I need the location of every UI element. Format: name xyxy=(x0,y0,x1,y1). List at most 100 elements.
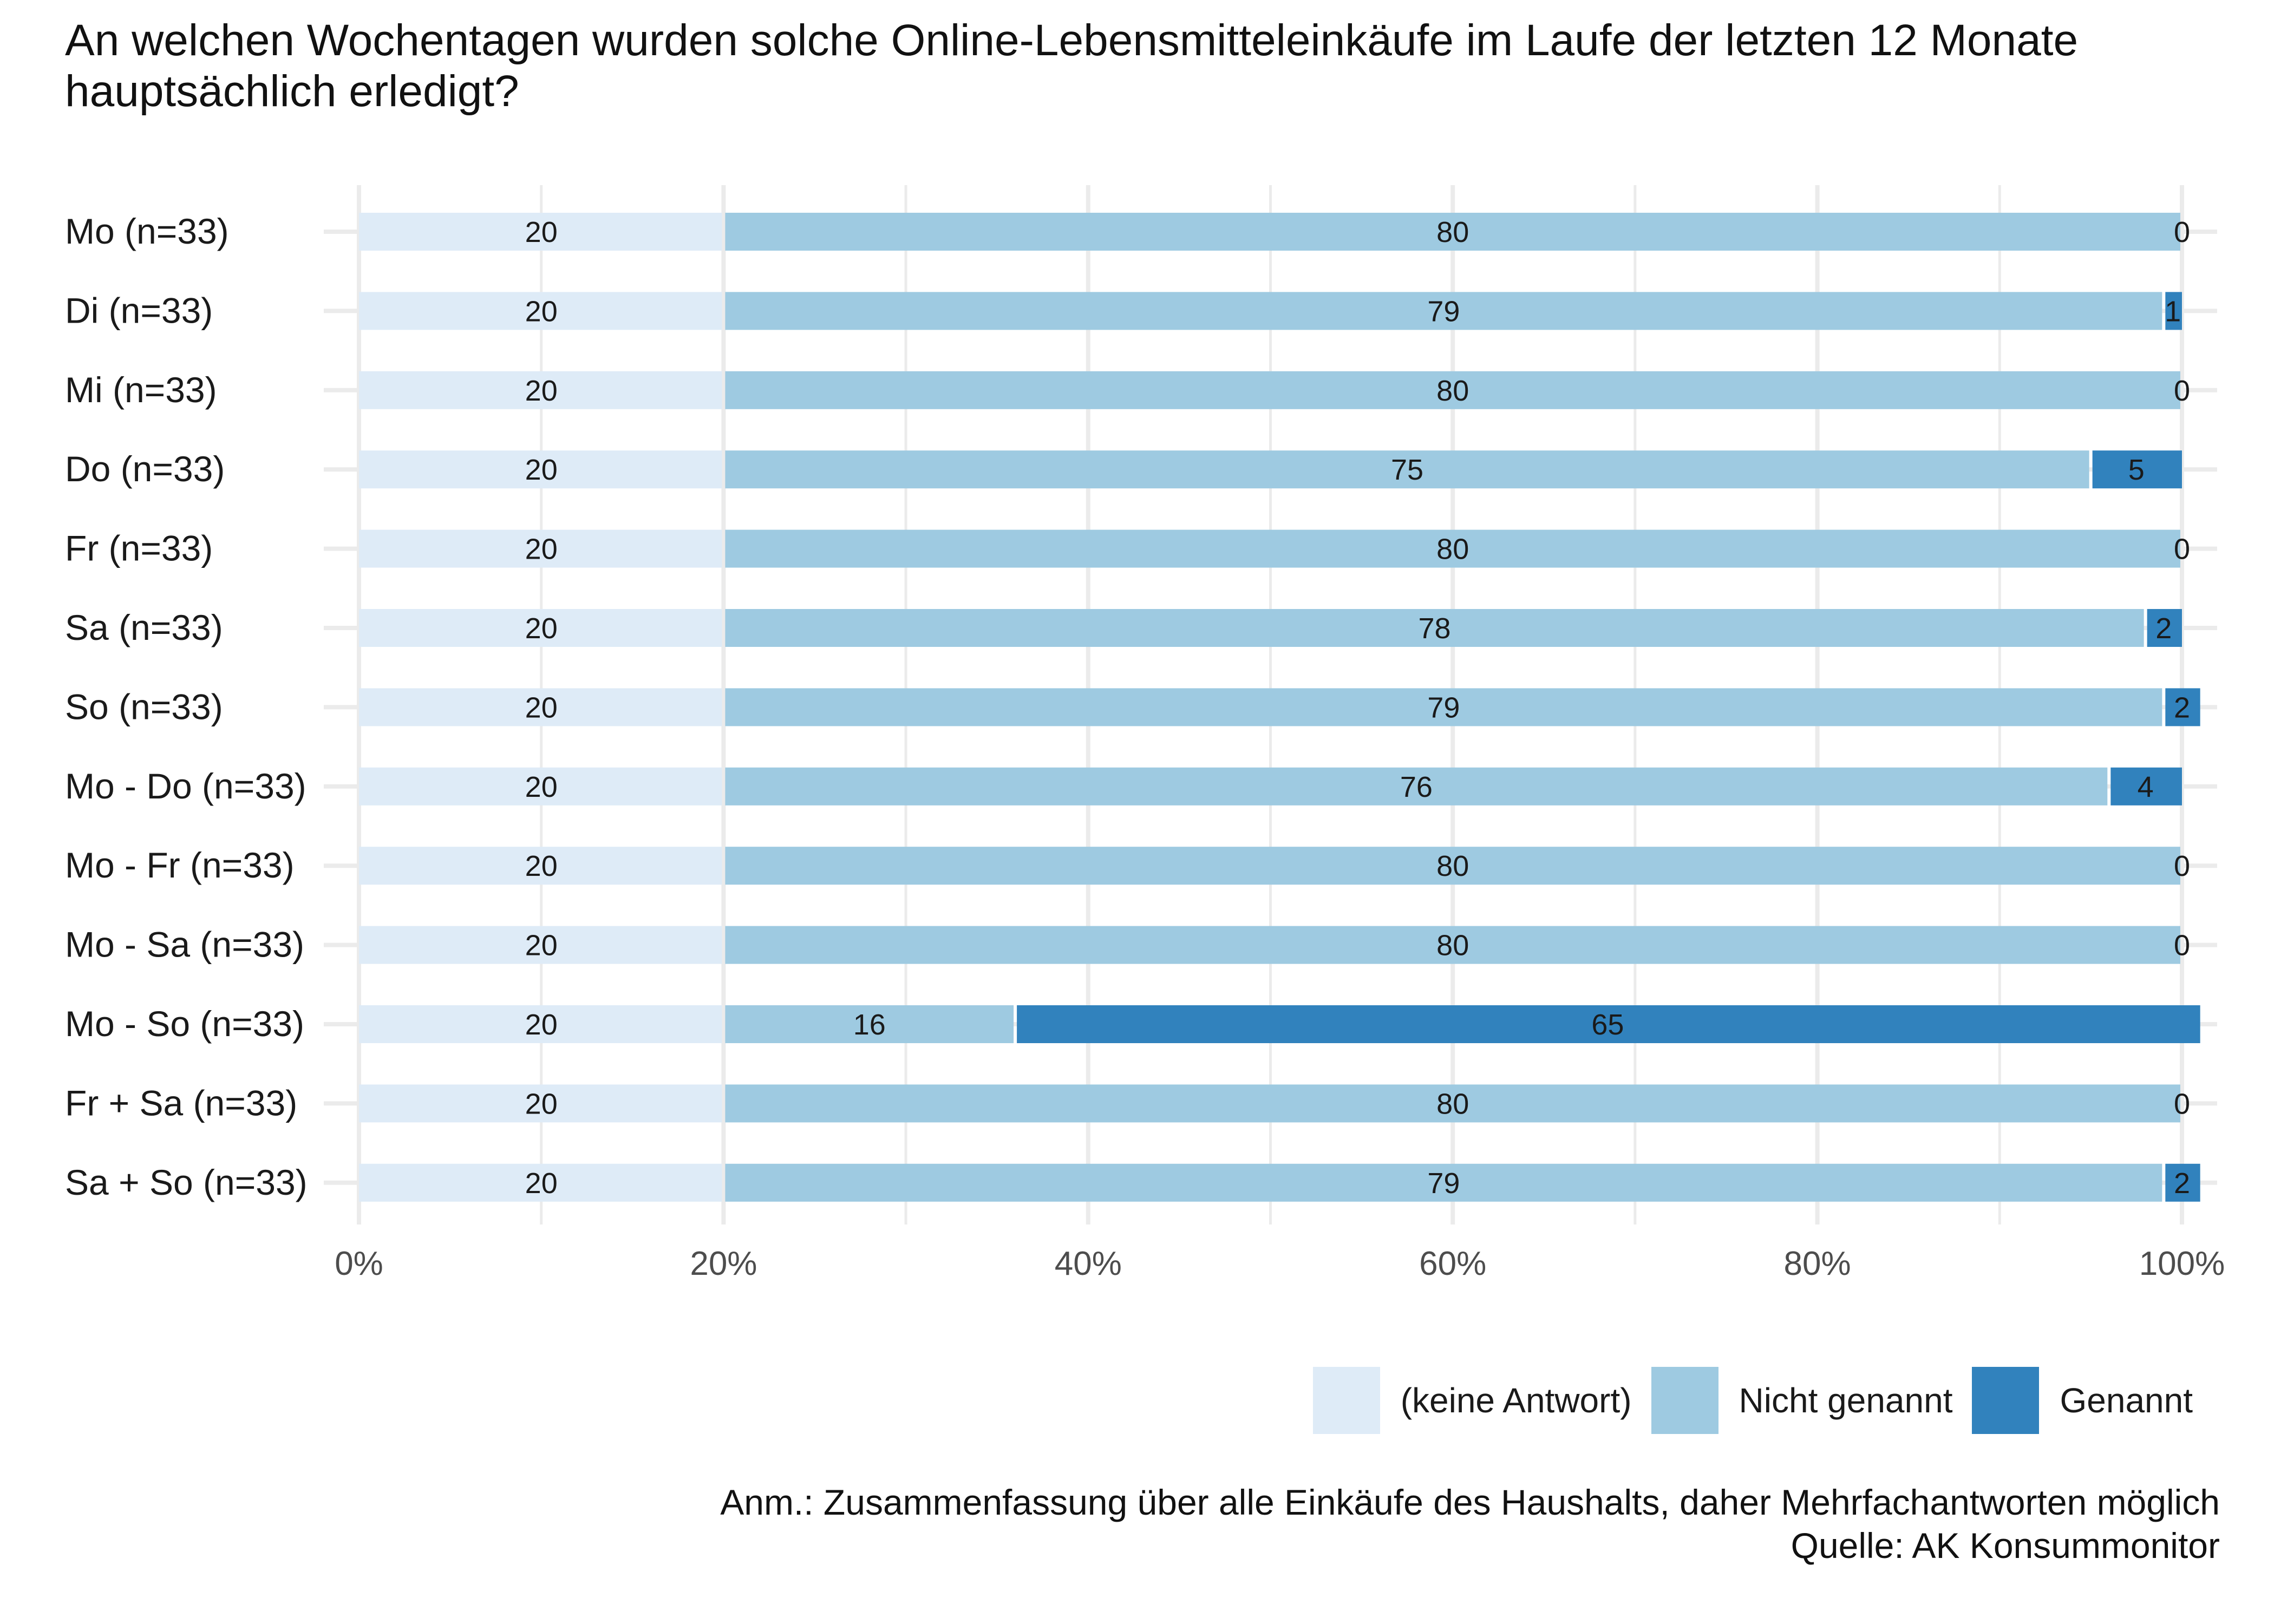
bar-segment-nicht-genannt xyxy=(725,1163,2162,1202)
bar-segment-genannt xyxy=(2165,688,2200,726)
category-label: So (n=33) xyxy=(65,686,223,726)
legend: (keine Antwort) Nicht genannt Genannt xyxy=(1293,1367,2193,1434)
bar-segment-nicht-genannt xyxy=(725,1084,2181,1123)
bar-segment-keine-antwort xyxy=(359,371,722,409)
bar-segment-nicht-genannt xyxy=(725,767,2108,806)
bar-segment-keine-antwort xyxy=(359,292,722,330)
legend-item-keine-antwort: (keine Antwort) xyxy=(1312,1367,1632,1434)
bars xyxy=(359,213,2200,1202)
bar-segment-keine-antwort xyxy=(359,847,722,885)
bar-segment-nicht-genannt xyxy=(725,609,2144,647)
value-label-nicht-genannt: 16 xyxy=(853,1009,886,1041)
bar-segment-nicht-genannt xyxy=(725,926,2181,964)
value-label-genannt: 0 xyxy=(2174,1088,2190,1120)
x-tick-label: 0% xyxy=(335,1245,383,1282)
category-label: Mi (n=33) xyxy=(65,370,217,410)
bar-segment-nicht-genannt xyxy=(725,213,2181,251)
value-label-genannt: 0 xyxy=(2174,850,2190,882)
legend-item-nicht-genannt: Nicht genannt xyxy=(1651,1367,1953,1434)
value-label-nicht-genannt: 79 xyxy=(1427,691,1460,724)
category-label: Di (n=33) xyxy=(65,290,213,330)
value-label-genannt: 4 xyxy=(2138,771,2154,803)
bar-segment-nicht-genannt xyxy=(725,529,2181,568)
value-label-keine-antwort: 20 xyxy=(525,1167,558,1200)
bar-segment-keine-antwort xyxy=(359,1084,722,1123)
value-label-genannt: 2 xyxy=(2174,691,2190,724)
value-label-nicht-genannt: 80 xyxy=(1436,375,1469,407)
category-label: Mo (n=33) xyxy=(65,211,229,251)
category-label: Sa + So (n=33) xyxy=(65,1162,308,1202)
value-label-genannt: 0 xyxy=(2174,216,2190,248)
bar-segment-genannt xyxy=(2165,292,2182,330)
value-label-genannt: 0 xyxy=(2174,375,2190,407)
legend-swatch-keine-antwort xyxy=(1312,1367,1380,1434)
chart-title: An welchen Wochentagen wurden solche Onl… xyxy=(65,16,2079,116)
bar-segment-genannt xyxy=(2165,1163,2200,1202)
value-label-genannt: 65 xyxy=(1591,1009,1624,1041)
value-label-nicht-genannt: 79 xyxy=(1427,1167,1460,1200)
value-label-keine-antwort: 20 xyxy=(525,929,558,962)
x-tick-label: 20% xyxy=(690,1245,757,1282)
bar-segment-keine-antwort xyxy=(359,688,722,726)
category-label: Fr (n=33) xyxy=(65,528,213,568)
x-tick-label: 80% xyxy=(1784,1245,1851,1282)
bar-segment-keine-antwort xyxy=(359,450,722,489)
bar-segment-nicht-genannt xyxy=(725,847,2181,885)
bar-segment-genannt xyxy=(1017,1005,2200,1043)
chart-source: Quelle: AK Konsummonitor xyxy=(1791,1525,2220,1566)
value-label-keine-antwort: 20 xyxy=(525,375,558,407)
x-tick-label: 100% xyxy=(2139,1245,2225,1282)
value-label-genannt: 1 xyxy=(2165,295,2181,328)
category-labels: Mo (n=33) Di (n=33) Mi (n=33) Do (n=33) Fr (… xyxy=(65,211,308,1202)
bar-segment-keine-antwort xyxy=(359,1005,722,1043)
category-label: Sa (n=33) xyxy=(65,607,223,647)
x-axis-tick-labels: 0% 20% 40% 60% 80% 100% xyxy=(335,1245,2225,1282)
value-label-genannt: 5 xyxy=(2128,454,2145,486)
category-label: Fr + Sa (n=33) xyxy=(65,1083,297,1123)
bar-segment-genannt xyxy=(2110,767,2182,806)
legend-swatch-genannt xyxy=(1972,1367,2040,1434)
bar-segment-keine-antwort xyxy=(359,926,722,964)
value-label-nicht-genannt: 80 xyxy=(1436,850,1469,882)
bar-segment-nicht-genannt xyxy=(725,292,2162,330)
value-label-nicht-genannt: 80 xyxy=(1436,533,1469,566)
bar-segment-genannt xyxy=(2147,609,2182,647)
value-label-nicht-genannt: 78 xyxy=(1418,612,1450,645)
value-label-nicht-genannt: 80 xyxy=(1436,216,1469,248)
value-label-keine-antwort: 20 xyxy=(525,295,558,328)
legend-label-keine-antwort: (keine Antwort) xyxy=(1400,1381,1632,1420)
bar-value-labels: 20 80 020 79 120 80 020 75 520 80 020 78 220 79 220 76 4… xyxy=(525,216,2190,1200)
chart-note: Anm.: Zusammenfassung über alle Einkäufe… xyxy=(720,1482,2220,1522)
bar-segment-nicht-genannt xyxy=(725,688,2162,726)
category-label: Mo - Sa (n=33) xyxy=(65,925,304,965)
bar-segment-keine-antwort xyxy=(359,609,722,647)
bar-segment-keine-antwort xyxy=(359,529,722,568)
x-tick-label: 60% xyxy=(1419,1245,1486,1282)
value-label-keine-antwort: 20 xyxy=(525,1009,558,1041)
value-label-nicht-genannt: 79 xyxy=(1427,295,1460,328)
value-label-nicht-genannt: 76 xyxy=(1400,771,1433,803)
bar-segment-nicht-genannt xyxy=(725,1005,1014,1043)
value-label-keine-antwort: 20 xyxy=(525,216,558,248)
value-label-genannt: 2 xyxy=(2174,1167,2190,1200)
value-label-keine-antwort: 20 xyxy=(525,454,558,486)
bar-segment-keine-antwort xyxy=(359,767,722,806)
category-label: Do (n=33) xyxy=(65,449,225,489)
category-label: Mo - Fr (n=33) xyxy=(65,845,295,885)
bar-segment-keine-antwort xyxy=(359,1163,722,1202)
legend-item-genannt: Genannt xyxy=(1972,1367,2193,1434)
value-label-keine-antwort: 20 xyxy=(525,850,558,882)
value-label-nicht-genannt: 80 xyxy=(1436,1088,1469,1120)
legend-label-nicht-genannt: Nicht genannt xyxy=(1739,1381,1953,1420)
value-label-keine-antwort: 20 xyxy=(525,771,558,803)
value-label-genannt: 0 xyxy=(2174,533,2190,566)
legend-label-genannt: Genannt xyxy=(2060,1381,2193,1420)
value-label-keine-antwort: 20 xyxy=(525,1088,558,1120)
x-tick-label: 40% xyxy=(1055,1245,1122,1282)
value-label-keine-antwort: 20 xyxy=(525,612,558,645)
bar-segment-nicht-genannt xyxy=(725,371,2181,409)
value-label-keine-antwort: 20 xyxy=(525,533,558,566)
legend-swatch-nicht-genannt xyxy=(1651,1367,1718,1434)
bar-segment-nicht-genannt xyxy=(725,450,2089,489)
